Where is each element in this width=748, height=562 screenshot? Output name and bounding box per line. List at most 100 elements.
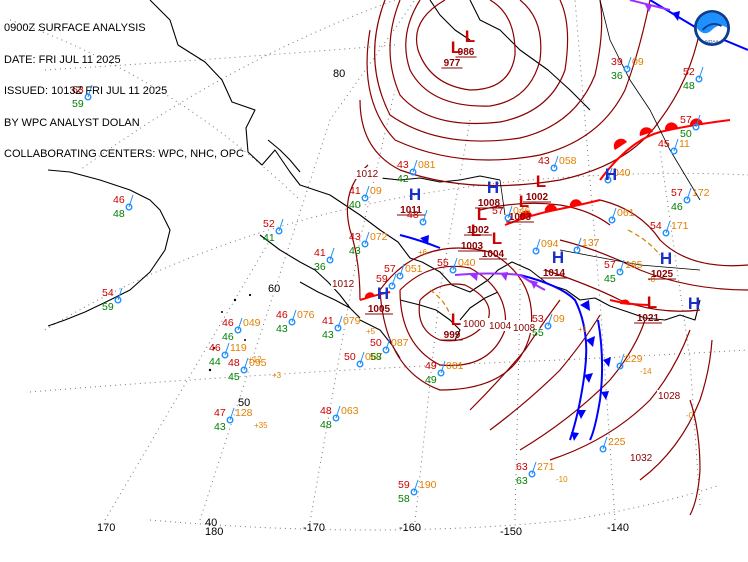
wind-barb [278, 218, 284, 232]
boundary-lines [499, 0, 701, 271]
noaa-logo-text: NOAA [705, 39, 719, 45]
isobar-label: 1000 [463, 319, 486, 330]
pressure-center-value: 1008 [478, 198, 501, 209]
header-analyst: BY WPC ANALYST DOLAN [4, 116, 140, 129]
station-plot: 061 [608, 207, 635, 224]
station-marker [695, 75, 703, 83]
pressure-tendency: -0 [686, 411, 694, 420]
wind-barb [619, 353, 625, 367]
station-marker [419, 218, 427, 226]
pressure-center-symbol: H [377, 284, 389, 303]
analysis-header: 0900Z SURFACE ANALYSIS DATE: FRI JUL 11 … [4, 2, 244, 170]
station-marker [326, 256, 334, 264]
station-plot: 46 43 076 [276, 309, 315, 335]
station-plot: 48 48 063 [320, 405, 359, 431]
isobar-label: 1008 [513, 323, 536, 334]
station-temperature: 43 [397, 159, 409, 171]
station-plot: 59 58 190 [398, 479, 437, 505]
wind-barb [626, 56, 632, 70]
latitude-label: 60 [268, 283, 280, 295]
pressure-tendency: +35 [254, 421, 268, 430]
pressure-tendency: +12 [248, 355, 262, 364]
pressure-center-symbol: L [451, 310, 461, 329]
isobar-label: 1004 [489, 321, 512, 332]
wind-barb [224, 342, 230, 356]
station-plot: 63 63 271 [516, 461, 555, 487]
station-plot: 137 [573, 237, 600, 254]
station-pressure: 095 [249, 357, 267, 369]
pressure-center-value: 999 [444, 330, 461, 341]
wind-barb [364, 185, 370, 199]
station-temperature: 59 [376, 273, 388, 285]
pressure-center-value: 1025 [651, 269, 674, 280]
station-dewpoint: 46 [671, 201, 683, 213]
station-marker [544, 322, 552, 330]
station-plot: 57 046 [492, 205, 531, 222]
station-temperature: 53 [532, 313, 544, 325]
station-temperature: 52 [263, 218, 275, 230]
station-pressure: 172 [692, 187, 710, 199]
wind-barb [619, 259, 625, 273]
high-pressure-center: H [605, 165, 617, 184]
station-dewpoint: 43 [322, 329, 334, 341]
cold-fronts [399, 0, 748, 441]
station-marker [683, 196, 691, 204]
station-plot: 45 11 [658, 138, 690, 155]
station-plot: 57 051 [384, 263, 423, 280]
station-marker [670, 147, 678, 155]
station-temperature: 57 [492, 205, 504, 217]
station-plot: 43 42 081 [397, 159, 436, 185]
station-plot: 54 171 [650, 220, 689, 237]
station-dewpoint: 43 [214, 421, 226, 433]
station-dewpoint: 55 [532, 327, 544, 339]
station-plot: 59 [376, 273, 397, 290]
station-temperature: 59 [398, 479, 410, 491]
station-marker [275, 227, 283, 235]
warm-fronts [359, 118, 731, 306]
pressure-tendency: +5 [366, 327, 376, 336]
grid-labels: 80 60 50 40 170 180 -170 -160 -150 -140 [97, 68, 629, 538]
pressure-center-symbol: H [605, 165, 617, 184]
station-temperature: 43 [538, 155, 550, 167]
station-marker [437, 369, 445, 377]
wind-barb [422, 209, 428, 223]
wind-barb [611, 207, 617, 221]
latitude-label: 50 [238, 397, 250, 409]
station-temperature: 46 [276, 309, 288, 321]
pressure-center-value: 1011 [400, 205, 422, 216]
station-pressure: 061 [617, 207, 635, 219]
station-temperature: 57 [604, 259, 616, 271]
station-temperature: 54 [102, 287, 114, 299]
station-dewpoint: 45 [604, 273, 616, 285]
wind-barb [391, 273, 397, 287]
wind-barb [87, 84, 93, 98]
pressure-center-symbol: H [487, 178, 499, 197]
station-plot: 48 45 095 [228, 357, 267, 383]
station-marker [528, 470, 536, 478]
station-marker [623, 65, 631, 73]
station-marker [396, 272, 404, 280]
pressure-tendency: -10 [556, 475, 568, 484]
station-temperature: 46 [222, 317, 234, 329]
station-pressure: 09 [370, 185, 382, 197]
station-temperature: 43 [349, 231, 361, 243]
station-pressure: 081 [446, 360, 464, 372]
wind-barb [385, 337, 391, 351]
station-marker [608, 216, 616, 224]
pressure-center-symbol: H [660, 249, 672, 268]
station-temperature: 57 [671, 187, 683, 199]
station-marker [125, 203, 133, 211]
longitude-label: -160 [399, 522, 421, 534]
wind-barb [335, 405, 341, 419]
wind-barb [237, 317, 243, 331]
station-dewpoint: 59 [72, 98, 84, 110]
